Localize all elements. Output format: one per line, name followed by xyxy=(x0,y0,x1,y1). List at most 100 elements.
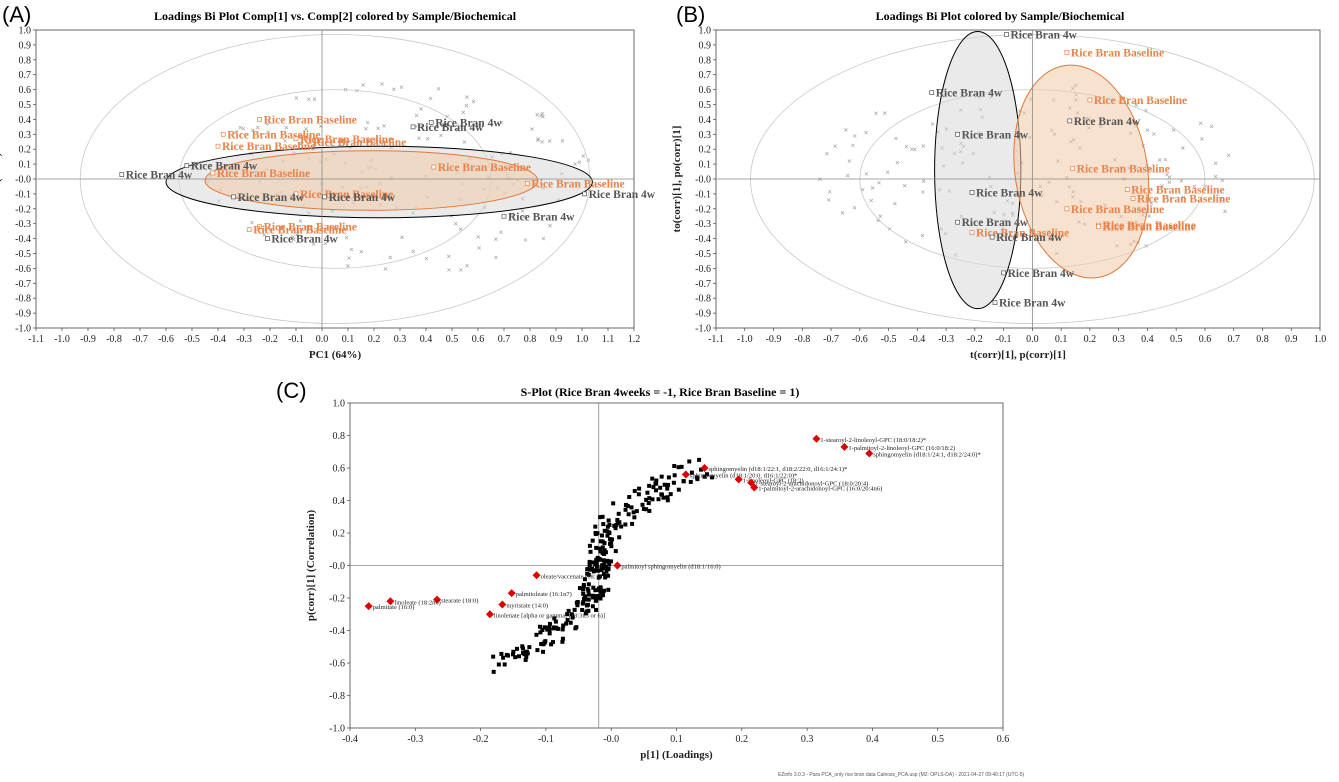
variable-marker xyxy=(306,97,311,102)
variable-marker xyxy=(894,136,898,141)
y-tick-label: 0.4 xyxy=(333,496,346,507)
variable-point xyxy=(545,627,550,632)
variable-marker xyxy=(298,135,303,140)
variable-point xyxy=(597,574,602,579)
x-tick-label: -0.8 xyxy=(106,334,122,345)
variable-point xyxy=(588,567,593,572)
highlighted-metabolite-point xyxy=(433,595,442,604)
highlighted-metabolite-label: palmitate (16:0) xyxy=(373,604,415,611)
x-tick-label: 0.2 xyxy=(368,334,381,345)
variable-marker xyxy=(392,87,396,92)
variable-point xyxy=(539,642,544,647)
variable-point xyxy=(575,603,580,608)
variable-point xyxy=(560,627,565,632)
highlighted-metabolite-point xyxy=(364,602,373,611)
y-tick-label: -0.9 xyxy=(695,309,711,320)
y-tick-label: -0.1 xyxy=(15,189,31,200)
sample-point-label: Rice Bran 4w xyxy=(508,211,575,223)
variable-point xyxy=(520,644,525,649)
sample-point-label: Rice Bran Baseline xyxy=(1103,222,1196,234)
variable-point xyxy=(592,568,597,573)
sample-point-label: Rice Bran Baseline xyxy=(313,137,406,149)
variable-point xyxy=(604,569,609,574)
y-tick-label: -0.0 xyxy=(695,175,711,186)
y-tick-label: -0.7 xyxy=(695,279,711,290)
y-tick-label: 0.5 xyxy=(19,100,32,111)
sample-point-label: Rice Bran 4w xyxy=(589,189,656,201)
x-tick-label: 0.9 xyxy=(550,334,563,345)
highlighted-metabolite-point xyxy=(700,464,709,472)
variable-point xyxy=(585,567,590,572)
x-tick-label: 0.4 xyxy=(1141,334,1154,345)
x-tick-label: 0.7 xyxy=(1227,334,1240,345)
variable-marker xyxy=(930,122,935,126)
y-tick-label: -0.3 xyxy=(15,219,31,230)
variable-marker xyxy=(870,186,875,190)
y-tick-label: -0.9 xyxy=(15,309,31,320)
sample-point xyxy=(969,190,975,195)
y-tick-label: 0.5 xyxy=(699,100,712,111)
variable-point xyxy=(609,537,614,542)
variable-point xyxy=(542,625,547,630)
sample-point-label: Rice Bran 4w xyxy=(191,161,258,173)
variable-marker xyxy=(344,235,349,240)
sample-point-label: Rice Bran Baseline xyxy=(222,141,315,153)
variable-marker xyxy=(400,235,404,240)
x-tick-label: 0.1 xyxy=(670,734,683,745)
x-tick-label: 0.1 xyxy=(342,334,355,345)
sample-point xyxy=(929,90,935,95)
variable-point xyxy=(574,625,579,630)
variable-point xyxy=(599,565,604,570)
sample-point-label: Rice Bran Baseline xyxy=(1077,164,1170,176)
sample-point xyxy=(184,163,190,168)
sample-point xyxy=(1096,224,1101,230)
variable-marker xyxy=(581,154,586,158)
variable-point xyxy=(605,524,610,529)
y-tick-label: -0.7 xyxy=(15,279,31,290)
variable-point xyxy=(496,662,501,667)
variable-point xyxy=(623,522,628,527)
x-tick-label: -0.0 xyxy=(603,734,619,745)
variable-point xyxy=(502,662,507,667)
sample-point xyxy=(1004,32,1009,37)
variable-marker xyxy=(1181,195,1186,200)
variable-marker xyxy=(864,130,868,135)
variable-point xyxy=(654,478,659,483)
variable-marker xyxy=(414,113,419,118)
variable-point xyxy=(520,646,525,651)
x-tick-label: -0.5 xyxy=(881,334,897,345)
variable-marker xyxy=(547,139,552,143)
variable-point xyxy=(603,575,608,580)
variable-point xyxy=(613,526,618,531)
variable-point xyxy=(581,582,586,587)
y-tick-label: -0.4 xyxy=(15,234,31,245)
sample-point-label: Rice Bran Baseline xyxy=(531,178,624,190)
variable-point xyxy=(702,474,707,479)
variable-point xyxy=(623,507,628,512)
highlighted-metabolite-label: myristate (14:0) xyxy=(506,603,548,610)
variable-point xyxy=(565,617,570,622)
y-tick-label: -1.0 xyxy=(15,324,31,335)
variable-point xyxy=(601,522,606,527)
variable-marker xyxy=(291,234,295,239)
sample-point-label: Rice Bran Baseline xyxy=(300,134,393,146)
variable-point xyxy=(629,505,634,510)
sample-point xyxy=(293,191,299,197)
variable-point xyxy=(582,577,587,582)
variable-point xyxy=(654,481,659,486)
x-tick-label: -0.2 xyxy=(473,734,489,745)
variable-marker xyxy=(921,144,926,148)
x-tick-label: -1.0 xyxy=(54,334,70,345)
variable-point xyxy=(697,457,702,462)
variable-marker xyxy=(265,121,270,126)
variable-point xyxy=(511,649,516,654)
variable-point xyxy=(647,483,652,488)
sample-point xyxy=(1064,49,1070,55)
x-tick-label: 0.5 xyxy=(1170,334,1183,345)
variable-marker xyxy=(383,266,388,271)
sample-point-label: Rice Bran 4w xyxy=(1074,116,1141,128)
variable-point xyxy=(599,568,604,573)
highlighted-metabolite-label: sphingomyelin (d18:1/22:1, d18:2/22:0, d… xyxy=(708,466,847,473)
